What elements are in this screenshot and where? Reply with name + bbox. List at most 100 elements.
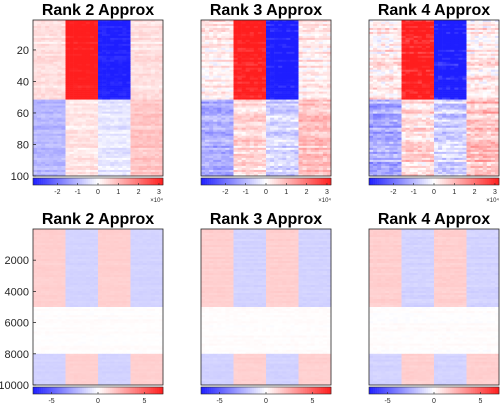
heatmap-cell: [201, 99, 206, 102]
heatmap-cell: [130, 43, 135, 47]
colorbar-swatch: [148, 178, 152, 185]
heatmap-cell: [326, 83, 332, 86]
heatmap-cell: [286, 107, 291, 110]
heatmap-cell: [217, 101, 222, 104]
heatmap-cell: [225, 51, 230, 55]
heatmap-cell: [253, 25, 259, 29]
heatmap-cell: [93, 65, 99, 69]
heatmap-cell: [241, 85, 246, 88]
heatmap-cell: [257, 129, 263, 133]
heatmap-cell: [98, 69, 103, 73]
heatmap-cell: [318, 163, 324, 167]
heatmap-cell: [118, 169, 123, 173]
heatmap-cell: [106, 41, 111, 45]
heatmap-cell: [241, 113, 246, 116]
heatmap-cell: [49, 157, 54, 161]
heatmap-cell: [102, 143, 107, 147]
heatmap-cell: [93, 57, 99, 61]
heatmap-cell: [33, 123, 38, 127]
heatmap-cell: [138, 20, 143, 23]
heatmap-cell: [249, 111, 255, 114]
heatmap-cell: [257, 127, 263, 131]
heatmap-cell: [150, 85, 156, 88]
heatmap-cell: [225, 143, 230, 147]
heatmap-cell: [37, 169, 42, 173]
heatmap-cell: [81, 105, 87, 108]
heatmap-cell: [282, 53, 287, 57]
heatmap-cell: [294, 41, 299, 45]
heatmap-cell: [217, 53, 222, 57]
heatmap-cell: [142, 85, 148, 88]
heatmap-cell: [290, 29, 295, 33]
heatmap-cell: [322, 65, 328, 69]
heatmap-cell: [122, 31, 127, 35]
heatmap-cell: [41, 69, 46, 73]
heatmap-cell: [146, 117, 152, 120]
colorbar-swatch: [57, 178, 60, 185]
heatmap-cell: [118, 159, 123, 163]
heatmap-cell: [102, 99, 107, 102]
heatmap-cell: [154, 113, 160, 116]
heatmap-cell: [98, 21, 103, 25]
heatmap-cell: [45, 41, 50, 45]
heatmap-cell: [298, 159, 303, 163]
heatmap-cell: [298, 61, 303, 65]
heatmap-cell: [122, 75, 127, 78]
heatmap-cell: [237, 81, 242, 84]
heatmap-cell: [237, 161, 242, 165]
heatmap-cell: [114, 157, 119, 161]
heatmap-cell: [237, 151, 242, 155]
heatmap-cell: [85, 149, 91, 153]
heatmap-cell: [249, 91, 255, 94]
heatmap-cell: [65, 117, 70, 120]
heatmap-cell: [278, 123, 283, 127]
heatmap-cell: [294, 79, 299, 82]
heatmap-cell: [106, 77, 111, 80]
heatmap-cell: [122, 25, 127, 29]
heatmap-cell: [53, 59, 58, 63]
heatmap-cell: [229, 25, 234, 29]
heatmap-cell: [201, 139, 206, 143]
heatmap-cell: [37, 107, 42, 110]
heatmap-cell: [322, 20, 328, 23]
heatmap-cell: [322, 23, 328, 27]
heatmap-cell: [221, 35, 226, 39]
heatmap-cell: [89, 97, 95, 100]
heatmap-cell: [122, 77, 127, 80]
heatmap-cell: [282, 153, 287, 157]
heatmap-cell: [205, 65, 210, 69]
heatmap-cell: [241, 75, 246, 78]
heatmap-cell: [322, 151, 328, 155]
heatmap-cell: [33, 119, 38, 122]
heatmap-cell: [286, 157, 291, 161]
heatmap-cell: [270, 139, 275, 143]
heatmap-cell: [49, 89, 54, 92]
heatmap-cell: [53, 33, 58, 37]
heatmap-cell: [274, 133, 279, 137]
heatmap-cell: [69, 61, 74, 65]
heatmap-cell: [306, 129, 311, 133]
heatmap-cell: [49, 121, 54, 125]
heatmap-cell: [114, 65, 119, 69]
heatmap-cell: [241, 161, 246, 165]
heatmap-cell: [114, 131, 119, 135]
heatmap-cell: [233, 113, 238, 116]
heatmap-cell: [69, 127, 74, 131]
heatmap-cell: [126, 33, 131, 37]
heatmap-cell: [118, 109, 123, 112]
heatmap-cell: [73, 115, 78, 118]
heatmap-cell: [241, 163, 246, 167]
heatmap-cell: [138, 105, 143, 108]
heatmap-cell: [270, 159, 275, 163]
heatmap-cell: [310, 91, 316, 94]
heatmap-cell: [89, 45, 95, 49]
heatmap-cell: [110, 85, 115, 88]
heatmap-cell: [110, 121, 115, 125]
heatmap-cell: [122, 137, 127, 141]
heatmap-cell: [201, 65, 206, 69]
heatmap-cell: [209, 149, 214, 153]
heatmap-cell: [41, 147, 46, 151]
heatmap-cell: [61, 23, 66, 27]
heatmap-cell: [274, 129, 279, 133]
heatmap-cell: [126, 141, 131, 145]
